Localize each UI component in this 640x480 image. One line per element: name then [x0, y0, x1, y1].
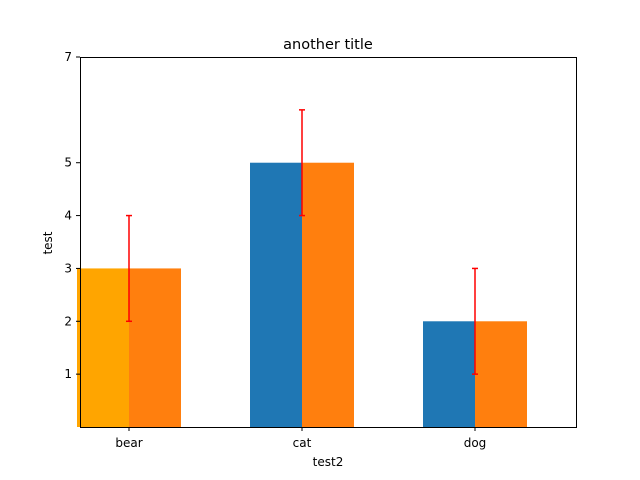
errorbar-dog — [472, 267, 478, 375]
errorbar-bear — [126, 214, 132, 323]
y-tick-label: 4 — [64, 209, 72, 223]
x-tick-label: cat — [293, 436, 312, 450]
x-tick-label: dog — [464, 436, 487, 450]
x-axis-label: test2 — [313, 455, 344, 469]
errorbar-cat — [299, 109, 305, 217]
errorbars-group — [126, 109, 478, 375]
y-tick-label: 2 — [64, 314, 72, 328]
y-axis: 1 2 3 4 5 7 — [64, 50, 80, 381]
bar-dog-series-1 — [423, 321, 475, 427]
bar-bear-series-2 — [129, 268, 181, 427]
bars-group — [77, 162, 527, 427]
y-tick-label: 5 — [64, 156, 72, 170]
bar-cat-series-2 — [302, 162, 354, 427]
plot-frame — [80, 57, 577, 428]
x-axis: bear cat dog — [115, 427, 486, 450]
y-axis-label: test — [41, 231, 55, 254]
y-tick-label: 7 — [64, 50, 72, 64]
y-tick-label: 1 — [64, 367, 72, 381]
x-tick-label: bear — [115, 436, 142, 450]
bar-cat-series-1 — [250, 162, 302, 427]
y-tick-label: 3 — [64, 261, 72, 275]
bar-bear-series-1 — [77, 268, 129, 427]
bar-dog-series-2 — [475, 321, 527, 427]
chart-title: another title — [283, 37, 373, 53]
